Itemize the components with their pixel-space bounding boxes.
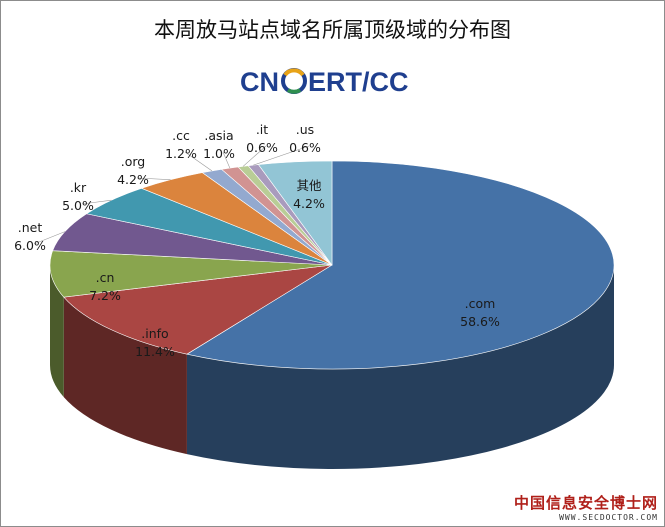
logo-text-left: CN — [240, 67, 279, 97]
pie-side-info — [63, 297, 187, 455]
chart-title: 本周放马站点域名所属顶级域的分布图 — [154, 18, 511, 42]
slice-value-kr: 5.0% — [62, 198, 94, 213]
logo-ring-icon — [281, 68, 307, 94]
pie-labels: .com 58.6% .info 11.4% .cn 7.2% .net 6.0% .kr 5.0… — [14, 122, 500, 359]
slice-label-it: .it — [256, 122, 268, 137]
slice-label-other: 其他 — [296, 178, 322, 193]
pie-side-com — [186, 265, 615, 469]
pie-side-cn — [50, 265, 64, 398]
slice-label-net: .net — [18, 220, 43, 235]
slice-label-info: .info — [141, 326, 168, 341]
slice-value-org: 4.2% — [117, 172, 149, 187]
slice-value-us: 0.6% — [289, 140, 321, 155]
slice-value-net: 6.0% — [14, 238, 46, 253]
slice-value-cn: 7.2% — [89, 288, 121, 303]
pie-slice-cn — [49, 250, 333, 298]
slice-label-cc: .cc — [172, 128, 190, 143]
logo-text-right: ERT/CC — [308, 67, 409, 97]
leader-line-it — [242, 145, 267, 167]
slice-value-asia: 1.0% — [203, 146, 235, 161]
slice-value-other: 4.2% — [293, 196, 325, 211]
pie-sides — [50, 265, 615, 469]
slice-value-it: 0.6% — [246, 140, 278, 155]
leader-line-net — [33, 231, 66, 245]
slice-label-com: .com — [465, 296, 496, 311]
cncert-logo: CN ERT/CC — [240, 67, 409, 97]
slice-label-org: .org — [121, 154, 145, 169]
watermark-url: WWW.SECDOCTOR.COM — [559, 513, 658, 522]
leader-line-cc — [184, 151, 213, 172]
pie-slice-other — [257, 160, 333, 266]
slice-value-com: 58.6% — [460, 314, 500, 329]
leader-line-us — [253, 145, 310, 166]
pie-tops — [49, 160, 615, 370]
pie-slice-info — [63, 264, 333, 355]
leader-line-org — [136, 177, 171, 181]
slice-label-cn: .cn — [96, 270, 115, 285]
watermark: 中国信息安全博士网 WWW.SECDOCTOR.COM — [508, 492, 658, 524]
slice-label-kr: .kr — [70, 180, 87, 195]
watermark-text: 中国信息安全博士网 — [513, 494, 658, 512]
slice-label-us: .us — [296, 122, 314, 137]
leader-line-asia — [222, 151, 231, 169]
pie-leaders — [33, 145, 310, 245]
pie-slice-com — [186, 160, 615, 370]
slice-label-asia: .asia — [204, 128, 233, 143]
slice-value-info: 11.4% — [135, 344, 175, 359]
leader-line-kr — [81, 199, 112, 205]
slice-value-cc: 1.2% — [165, 146, 197, 161]
